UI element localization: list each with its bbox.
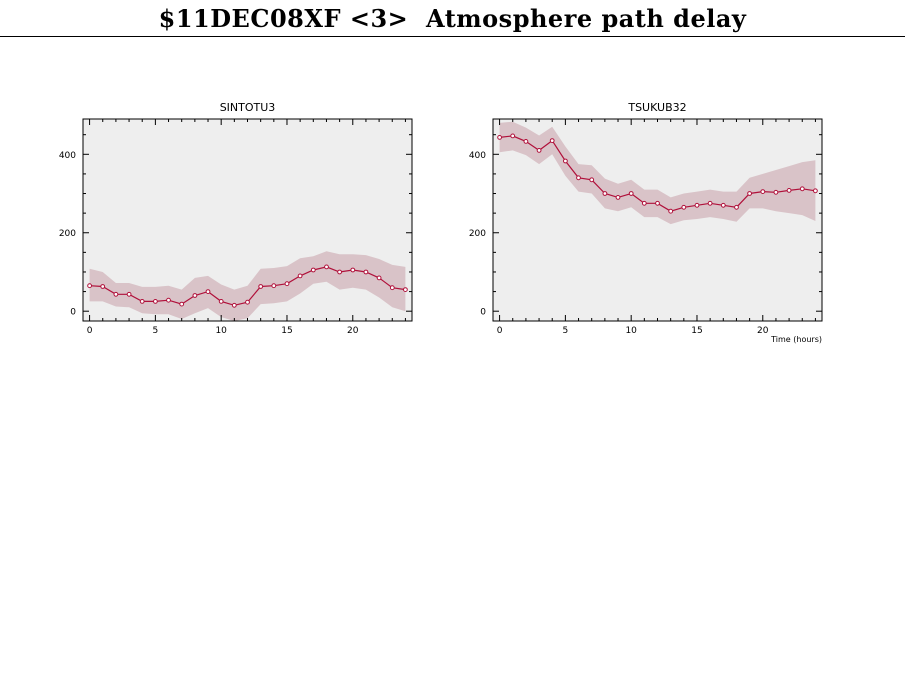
data-point — [510, 133, 516, 139]
chart-title: SINTOTU3 — [220, 101, 276, 114]
y-tick-label: 200 — [469, 229, 486, 239]
data-point — [563, 158, 568, 164]
y-tick-label: 0 — [480, 308, 486, 318]
data-point — [681, 204, 687, 210]
x-tick-label: 15 — [691, 326, 702, 336]
data-point — [192, 293, 198, 298]
data-point — [113, 291, 119, 297]
data-point — [668, 208, 674, 214]
data-point — [602, 191, 608, 196]
x-tick-label: 0 — [497, 326, 503, 336]
x-axis-label: Time (hours) — [770, 335, 822, 344]
data-point — [747, 191, 752, 196]
data-point — [694, 202, 700, 208]
data-point — [376, 275, 382, 281]
y-tick-label: 400 — [59, 151, 76, 161]
x-tick-label: 20 — [757, 326, 769, 336]
x-tick-label: 15 — [281, 326, 292, 336]
data-point — [655, 200, 660, 206]
data-point — [245, 299, 250, 305]
data-point — [231, 302, 237, 308]
data-point — [153, 299, 158, 304]
data-point — [100, 284, 106, 289]
y-tick-label: 0 — [70, 308, 76, 318]
data-point — [628, 191, 634, 196]
data-point — [760, 189, 766, 195]
page-title: $11DEC08XF <3> Atmosphere path delay — [158, 4, 747, 33]
data-point — [576, 175, 581, 181]
data-point — [258, 284, 264, 289]
data-point — [284, 281, 290, 287]
title-divider — [0, 36, 905, 37]
x-tick-label: 5 — [153, 326, 159, 336]
data-point — [536, 148, 542, 153]
x-tick-label: 5 — [563, 326, 569, 336]
y-tick-label: 400 — [469, 151, 486, 161]
data-point — [271, 283, 277, 289]
data-point — [589, 177, 595, 183]
chart-title: TSUKUB32 — [627, 101, 686, 114]
uncertainty-band — [499, 121, 816, 225]
data-point — [389, 285, 395, 291]
data-point — [337, 269, 343, 275]
data-point — [707, 200, 713, 206]
x-tick-label: 20 — [347, 326, 359, 336]
chart-sintotu3: 0 200 400 0 5 10 15 20 SINTOTU3 — [59, 101, 413, 336]
data-point — [786, 188, 792, 193]
data-point — [87, 283, 92, 289]
data-point — [126, 291, 132, 297]
data-point — [218, 299, 224, 304]
data-point — [615, 195, 621, 200]
data-point — [324, 264, 329, 270]
data-point — [641, 200, 647, 206]
data-point — [497, 135, 503, 140]
data-point — [166, 297, 171, 303]
y-tick-label: 200 — [59, 229, 76, 239]
x-tick-label: 10 — [215, 326, 227, 336]
data-point — [773, 189, 779, 195]
x-tick-label: 0 — [87, 326, 93, 336]
data-point — [720, 202, 726, 208]
data-point — [310, 267, 316, 273]
data-point — [734, 204, 739, 210]
data-point — [205, 289, 211, 295]
data-point — [813, 188, 818, 194]
data-point — [799, 186, 805, 192]
chart-tsukub32: 0 200 400 0 5 10 15 20 TSUKUB32 Time (hours) — [469, 101, 823, 344]
data-point — [297, 273, 303, 279]
data-point — [179, 301, 185, 307]
data-point — [350, 267, 356, 273]
data-point — [139, 299, 145, 304]
data-point — [363, 269, 369, 275]
x-tick-label: 10 — [625, 326, 637, 336]
data-point — [523, 139, 529, 144]
data-point — [403, 287, 408, 293]
data-point — [549, 138, 555, 144]
